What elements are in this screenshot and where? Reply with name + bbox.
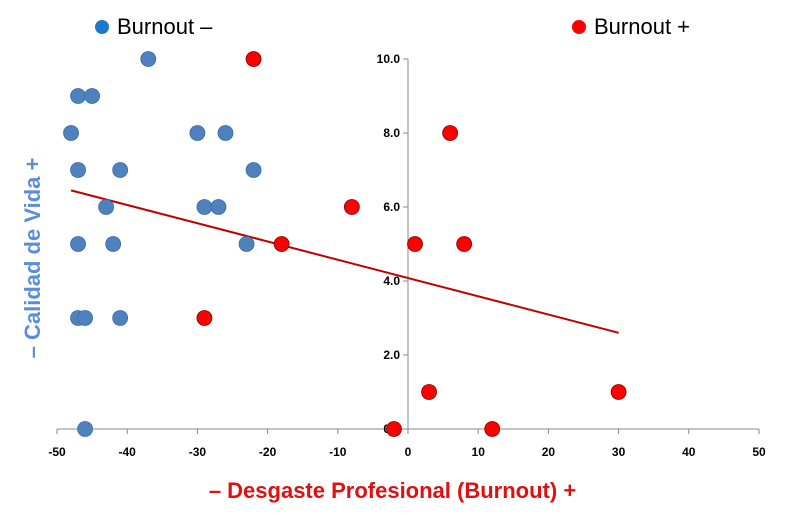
x-tick-label: 0 bbox=[405, 445, 412, 459]
data-point-burnout-plus bbox=[456, 236, 473, 252]
data-point-burnout-minus bbox=[196, 199, 213, 215]
x-tick-label: 30 bbox=[612, 445, 626, 459]
data-point-burnout-minus bbox=[63, 125, 79, 141]
y-tick-label: 4.0 bbox=[383, 274, 400, 288]
data-point-burnout-minus bbox=[70, 162, 86, 178]
data-point-burnout-minus bbox=[217, 125, 234, 141]
x-tick-label: -40 bbox=[119, 445, 137, 459]
data-point-burnout-plus bbox=[421, 384, 437, 400]
data-point-burnout-plus bbox=[442, 125, 459, 141]
data-point-burnout-minus bbox=[70, 236, 86, 252]
y-tick-label: 10.0 bbox=[377, 52, 401, 66]
data-point-burnout-minus bbox=[98, 199, 115, 215]
x-tick-label: -50 bbox=[48, 445, 66, 459]
legend-burnout-minus: Burnout – bbox=[95, 14, 212, 40]
x-tick-label: 10 bbox=[472, 445, 486, 459]
y-tick-label: 8.0 bbox=[383, 126, 400, 140]
data-point-burnout-minus bbox=[238, 236, 255, 252]
x-tick-label: 50 bbox=[752, 445, 766, 459]
data-point-burnout-plus bbox=[273, 236, 290, 252]
y-tick-label: 6.0 bbox=[383, 200, 400, 214]
data-point-burnout-minus bbox=[245, 162, 262, 178]
data-point-burnout-minus bbox=[112, 310, 129, 326]
data-point-burnout-minus bbox=[140, 51, 157, 67]
x-axis-title: – Desgaste Profesional (Burnout) + bbox=[208, 478, 577, 503]
data-point-burnout-minus bbox=[84, 88, 100, 104]
legend-label-burnout-minus: Burnout – bbox=[117, 14, 213, 39]
x-tick-label: -10 bbox=[329, 445, 347, 459]
data-point-burnout-plus bbox=[407, 236, 423, 252]
data-point-burnout-minus bbox=[112, 162, 129, 178]
x-tick-label: -20 bbox=[259, 445, 277, 459]
y-tick-label: 2.0 bbox=[383, 348, 400, 362]
data-point-burnout-plus bbox=[610, 384, 627, 400]
y-axis-title: – Calidad de Vida + bbox=[20, 157, 45, 359]
data-point-burnout-minus bbox=[189, 125, 206, 141]
data-point-burnout-minus bbox=[77, 310, 93, 326]
data-point-burnout-minus bbox=[70, 88, 86, 104]
data-point-burnout-minus bbox=[105, 236, 122, 252]
data-point-burnout-minus bbox=[77, 421, 93, 437]
x-tick-label: -30 bbox=[189, 445, 207, 459]
x-tick-label: 20 bbox=[542, 445, 556, 459]
trend-line bbox=[70, 189, 619, 334]
legend-label-burnout-plus: Burnout + bbox=[594, 14, 691, 39]
data-point-burnout-minus bbox=[210, 199, 227, 215]
data-point-burnout-plus bbox=[196, 310, 213, 326]
x-tick-label: 40 bbox=[682, 445, 696, 459]
data-point-burnout-plus bbox=[386, 421, 402, 437]
data-point-burnout-plus bbox=[484, 421, 501, 437]
data-point-burnout-plus bbox=[245, 51, 262, 67]
legend-marker-blue bbox=[95, 20, 109, 34]
legend-marker-red bbox=[572, 20, 586, 34]
legend-burnout-plus: Burnout + bbox=[572, 14, 690, 40]
data-point-burnout-plus bbox=[343, 199, 360, 215]
